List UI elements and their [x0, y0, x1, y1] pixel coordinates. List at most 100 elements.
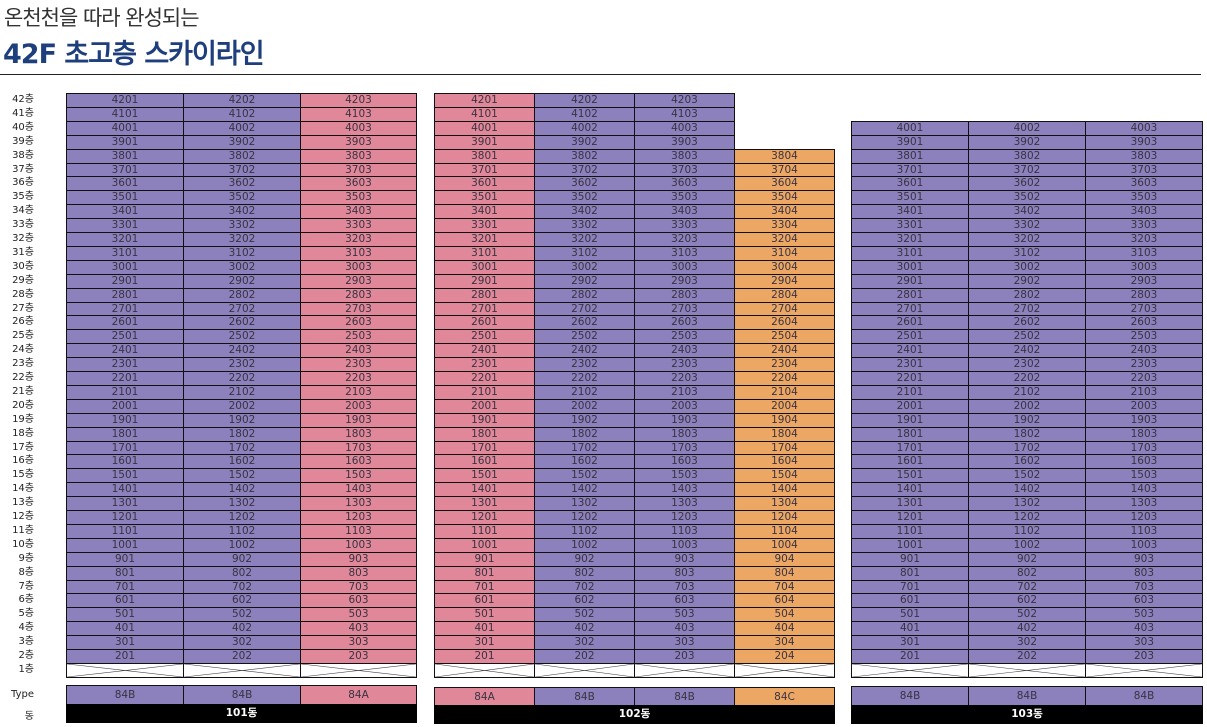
unit-cell: 2402 — [968, 343, 1086, 359]
unit-cell: 502 — [534, 607, 635, 623]
unit-cell: 3803 — [1085, 148, 1203, 164]
unit-cell: 1502 — [968, 468, 1086, 484]
floor-label: 41층 — [12, 107, 34, 119]
unit-cell: 1901 — [434, 412, 535, 428]
unit-cell: 3701 — [434, 162, 535, 178]
unit-cell: 402 — [968, 621, 1086, 637]
unit-cell: 1203 — [300, 510, 417, 525]
unit-cell: 2301 — [851, 357, 969, 373]
unit-cell: 1101 — [434, 523, 535, 539]
unit-cell: 2103 — [634, 384, 735, 400]
floor-label: 19층 — [12, 413, 34, 425]
unit-cell: 1403 — [634, 482, 735, 498]
unit-cell: 1001 — [851, 537, 969, 553]
unit-cell: 1801 — [66, 426, 184, 442]
unit-cell: 301 — [851, 635, 969, 651]
unit-cell: 2901 — [434, 273, 535, 289]
unit-cell: 1202 — [534, 510, 635, 525]
unit-cell: 3702 — [534, 162, 635, 178]
unit-cell: 3402 — [183, 204, 301, 220]
unit-cell: 1404 — [734, 482, 835, 498]
unit-cell: 4001 — [66, 120, 184, 136]
unit-type-cell: 84A — [434, 687, 535, 707]
unit-cell: 3701 — [66, 162, 184, 178]
floor-label: 18층 — [12, 427, 34, 439]
floor-label: 25층 — [12, 330, 34, 342]
unit-cell: 203 — [300, 649, 417, 664]
unit-cell: 4001 — [851, 120, 969, 136]
unit-cell: 3903 — [1085, 134, 1203, 150]
unit-cell: 1001 — [66, 537, 184, 553]
unit-cell: 601 — [66, 593, 184, 609]
floor-label: 38층 — [12, 149, 34, 161]
unit-cell: 2603 — [300, 315, 417, 331]
unit-cell: 1002 — [968, 537, 1086, 553]
unit-cell: 2303 — [1085, 357, 1203, 373]
unit-cell: 2903 — [300, 273, 417, 289]
unit-cell: 3902 — [968, 134, 1086, 150]
unit-cell: 1901 — [851, 412, 969, 428]
unit-cell: 3102 — [968, 245, 1086, 261]
unit-cell: 3702 — [968, 162, 1086, 178]
unit-cell: 3204 — [734, 232, 835, 247]
empty-ground-floor-cell — [734, 662, 835, 678]
unit-cell: 3001 — [434, 259, 535, 275]
unit-cell: 3703 — [634, 162, 735, 178]
unit-cell: 3203 — [300, 232, 417, 247]
floor-label: 5층 — [18, 608, 34, 620]
unit-cell: 1102 — [183, 523, 301, 539]
unit-cell: 2102 — [183, 384, 301, 400]
unit-cell: 1702 — [968, 440, 1086, 456]
unit-cell: 1902 — [968, 412, 1086, 428]
unit-cell: 1104 — [734, 523, 835, 539]
unit-cell: 4101 — [66, 106, 184, 122]
unit-cell: 4202 — [183, 93, 301, 108]
floor-label: 31층 — [12, 246, 34, 258]
unit-cell: 3301 — [851, 218, 969, 234]
unit-type-cell: 84B — [66, 685, 184, 705]
unit-cell: 2401 — [851, 343, 969, 359]
unit-cell: 2101 — [434, 384, 535, 400]
unit-cell: 4002 — [968, 120, 1086, 136]
unit-type-cell: 84C — [734, 687, 835, 707]
unit-cell: 1202 — [968, 510, 1086, 525]
floor-label: 35층 — [12, 191, 34, 203]
unit-cell: 201 — [434, 649, 535, 664]
unit-cell: 2003 — [1085, 398, 1203, 414]
unit-cell: 401 — [66, 621, 184, 637]
unit-cell: 903 — [1085, 551, 1203, 567]
empty-ground-floor-cell — [300, 662, 417, 678]
unit-cell: 3302 — [534, 218, 635, 234]
unit-cell: 3101 — [66, 245, 184, 261]
unit-cell: 4203 — [634, 93, 735, 108]
unit-cell: 2502 — [183, 329, 301, 345]
floor-label: 2층 — [18, 650, 34, 661]
unit-cell: 2902 — [534, 273, 635, 289]
unit-cell: 1304 — [734, 496, 835, 512]
unit-cell: 3703 — [300, 162, 417, 178]
unit-cell: 2901 — [851, 273, 969, 289]
unit-cell: 2603 — [1085, 315, 1203, 331]
unit-cell: 3903 — [634, 134, 735, 150]
unit-cell: 3203 — [634, 232, 735, 247]
unit-cell: 3801 — [66, 148, 184, 164]
unit-cell: 202 — [968, 649, 1086, 664]
unit-cell: 303 — [1085, 635, 1203, 651]
unit-cell: 401 — [434, 621, 535, 637]
unit-cell: 1601 — [434, 454, 535, 470]
floor-label: 32층 — [12, 233, 34, 244]
empty-ground-floor-cell — [66, 662, 184, 678]
unit-cell: 402 — [534, 621, 635, 637]
unit-cell: 1903 — [300, 412, 417, 428]
unit-cell: 1602 — [183, 454, 301, 470]
unit-cell: 4102 — [534, 106, 635, 122]
unit-cell: 1003 — [634, 537, 735, 553]
floor-label: 33층 — [12, 219, 34, 231]
unit-cell: 3602 — [968, 176, 1086, 192]
unit-cell: 2602 — [968, 315, 1086, 331]
unit-cell: 2702 — [968, 301, 1086, 317]
floor-label: 13층 — [12, 497, 34, 509]
unit-cell: 3002 — [183, 259, 301, 275]
unit-cell: 2302 — [183, 357, 301, 373]
floor-label: 9층 — [18, 552, 34, 564]
